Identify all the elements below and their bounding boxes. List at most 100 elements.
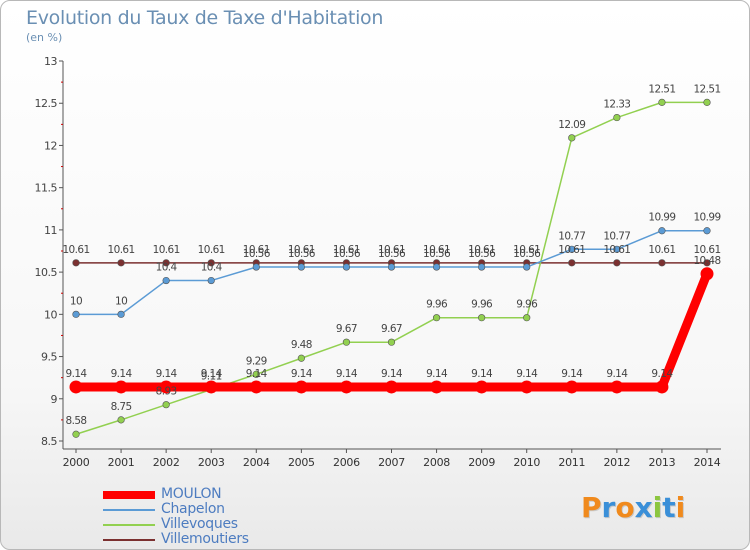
- data-point: [207, 276, 215, 285]
- data-label: 10: [115, 295, 127, 307]
- data-point: [387, 263, 396, 271]
- data-label: 12.09: [558, 119, 585, 131]
- data-label: 10.61: [378, 244, 405, 256]
- data-point: [252, 370, 260, 378]
- data-point: [658, 259, 666, 267]
- data-label: 9.14: [426, 368, 448, 380]
- data-point: [159, 380, 173, 394]
- x-tick-label: 2009: [468, 456, 495, 469]
- data-label: 10.61: [198, 244, 225, 256]
- y-tick-label: 12: [44, 139, 57, 152]
- y-tick-label: 13: [44, 55, 57, 68]
- data-point: [72, 430, 80, 438]
- data-point: [658, 98, 666, 106]
- chart-subtitle: (en %): [26, 31, 63, 44]
- data-point: [658, 227, 666, 235]
- x-tick-label: 2014: [694, 456, 721, 469]
- data-point: [523, 314, 531, 322]
- data-label: 10.61: [243, 244, 270, 256]
- data-label: 10.48: [693, 255, 720, 267]
- data-point: [162, 401, 170, 409]
- data-point: [385, 380, 398, 394]
- x-tick-label: 2008: [423, 456, 450, 469]
- data-label: 9.96: [426, 299, 448, 311]
- data-label: 9.11: [201, 370, 222, 382]
- logo-letter: r: [601, 491, 616, 524]
- data-label: 9.67: [381, 323, 402, 335]
- data-label: 10.56: [333, 248, 361, 260]
- data-point: [475, 380, 489, 394]
- y-tick-label: 11: [44, 224, 57, 237]
- data-point: [568, 259, 576, 267]
- data-point: [387, 338, 396, 346]
- data-point: [478, 314, 486, 322]
- data-label: 12.33: [603, 99, 630, 111]
- data-point: [249, 380, 263, 394]
- data-label: 10.56: [468, 248, 496, 260]
- data-label: 9.67: [336, 323, 357, 335]
- legend-swatch: [103, 490, 155, 499]
- data-point: [297, 263, 305, 271]
- data-point: [613, 113, 621, 122]
- legend-label: Villemoutiers: [161, 531, 249, 547]
- data-point: [297, 354, 305, 362]
- data-label: 8.75: [111, 401, 132, 413]
- data-point: [342, 338, 351, 346]
- x-tick-label: 2012: [603, 456, 630, 469]
- x-tick-label: 2005: [288, 456, 315, 469]
- line-chart: 8.5 9 9.5 10 10.5 11 11.5 12 12.5 13 2000 2001 2002 2…: [35, 55, 722, 469]
- data-label: 10.4: [201, 262, 223, 274]
- data-point: [339, 380, 353, 394]
- y-tick-label: 9.5: [41, 351, 57, 364]
- x-tick-label: 2006: [333, 456, 360, 469]
- data-label: 9.14: [381, 368, 403, 380]
- legend-item-chapelon: Chapelon: [103, 502, 249, 517]
- logo-letter: i: [675, 491, 686, 524]
- logo-letter: o: [615, 491, 635, 524]
- x-tick-label: 2004: [243, 456, 270, 469]
- data-label: 9.14: [156, 368, 178, 380]
- data-label: 9.14: [66, 368, 88, 380]
- data-point: [69, 380, 83, 394]
- legend-label: Chapelon: [161, 501, 225, 517]
- data-label: 10.61: [108, 244, 135, 256]
- data-label: 10.61: [423, 244, 450, 256]
- data-label: 10.56: [288, 248, 316, 260]
- data-label: 10.61: [153, 244, 180, 256]
- data-point: [523, 263, 531, 271]
- data-label: 9.14: [561, 368, 583, 380]
- data-point: [117, 310, 125, 318]
- data-point: [114, 380, 128, 394]
- data-point: [700, 267, 714, 281]
- legend-swatch: [103, 523, 155, 526]
- data-label: 10.61: [603, 244, 630, 256]
- data-point: [568, 134, 576, 142]
- data-label: 10.56: [513, 248, 541, 260]
- x-tick-label: 2007: [378, 456, 405, 469]
- y-tick-label: 11.5: [35, 182, 58, 195]
- data-point: [252, 263, 260, 271]
- legend-swatch: [103, 508, 155, 511]
- legend-item-villevoques: Villevoques: [103, 517, 249, 532]
- data-point: [655, 380, 669, 394]
- data-point: [72, 259, 80, 267]
- x-tick-label: 2011: [558, 456, 585, 469]
- legend-item-moulon: MOULON: [103, 487, 249, 502]
- data-label: 9.48: [291, 339, 312, 351]
- data-label: 9.14: [246, 368, 268, 380]
- data-point: [520, 380, 534, 394]
- data-point: [613, 259, 621, 267]
- data-label: 9.14: [471, 368, 493, 380]
- data-label: 9.14: [606, 368, 628, 380]
- data-label: 12.51: [648, 83, 675, 95]
- data-label: 9.14: [336, 368, 358, 380]
- data-point: [613, 245, 621, 253]
- data-point: [162, 276, 170, 285]
- data-point: [117, 259, 125, 267]
- data-point: [610, 380, 624, 394]
- data-point: [342, 263, 351, 271]
- data-label: 8.93: [156, 386, 177, 398]
- data-point: [478, 263, 486, 271]
- data-label: 10.99: [693, 212, 720, 224]
- data-label: 9.14: [651, 368, 673, 380]
